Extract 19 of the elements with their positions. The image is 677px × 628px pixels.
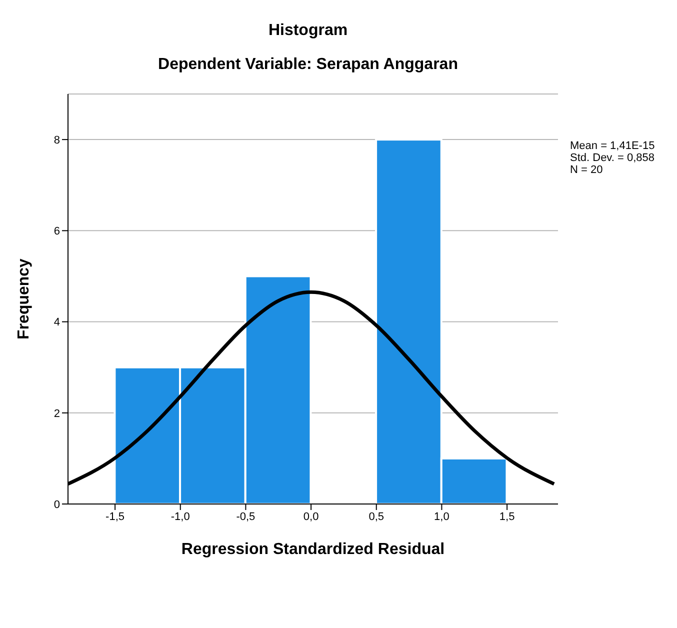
text: N = 20 [570,164,604,176]
y-tick-label: 8 [54,134,60,146]
x-axis-title: Regression Standardized Residual [181,541,445,558]
y-axis-title: Frequency [16,258,33,340]
text: Mean = 1,41E-15 [570,140,655,152]
y-tick-label: 0 [54,498,60,511]
x-tick-label: 0,5 [368,510,384,523]
text: Std. Dev. = 0,858 [570,152,655,164]
x-tick-label: -0,5 [236,510,256,523]
y-tick-label: 6 [54,226,60,238]
y-tick-label: 2 [54,408,60,420]
y-tick-label: 4 [54,316,60,329]
x-tick-label: 0,0 [303,510,319,523]
x-tick-label: 1,0 [434,510,450,523]
x-tick-label: -1,0 [170,510,190,523]
chart-title: Histogram [267,22,349,40]
x-tick-label: -1,5 [106,510,125,523]
chart-subtitle: Dependent Variable: Serapan Anggaran [157,56,459,74]
x-tick-label: 1,5 [499,510,515,523]
